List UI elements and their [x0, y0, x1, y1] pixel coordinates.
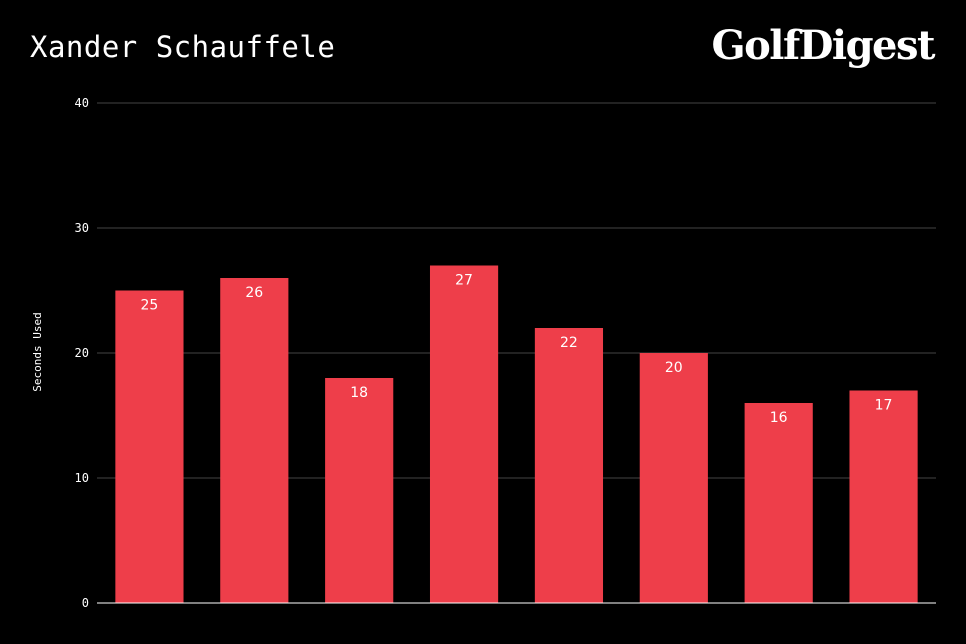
bar-value-label: 27 [455, 273, 473, 289]
bar [534, 328, 604, 603]
bar-value-label: 25 [141, 298, 159, 314]
y-tick-label: 10 [75, 471, 89, 485]
bar [325, 378, 394, 603]
bars: 25 26 18 27 22 20 16 17 [115, 265, 918, 603]
bar [429, 265, 499, 603]
bar [849, 390, 918, 603]
bar [639, 353, 708, 603]
bar [744, 403, 813, 603]
bar-value-label: 26 [245, 285, 263, 301]
y-tick-label: 0 [82, 596, 89, 610]
bar [220, 278, 289, 603]
bar [115, 290, 184, 603]
bar-value-label: 16 [770, 410, 788, 426]
bar-value-label: 20 [665, 360, 683, 376]
chart-title: Xander Schauffele [30, 30, 336, 64]
y-tick-label: 40 [75, 96, 89, 110]
y-axis-ticks: 0 10 20 30 40 [75, 96, 89, 610]
bar-value-label: 22 [560, 335, 578, 351]
y-axis-label: Seconds Used [31, 312, 44, 391]
bar-value-label: 17 [875, 398, 893, 414]
bar-value-label: 18 [350, 385, 368, 401]
golf-digest-logo: GolfDigest [711, 22, 935, 69]
y-tick-label: 30 [75, 221, 89, 235]
y-tick-label: 20 [75, 346, 89, 360]
